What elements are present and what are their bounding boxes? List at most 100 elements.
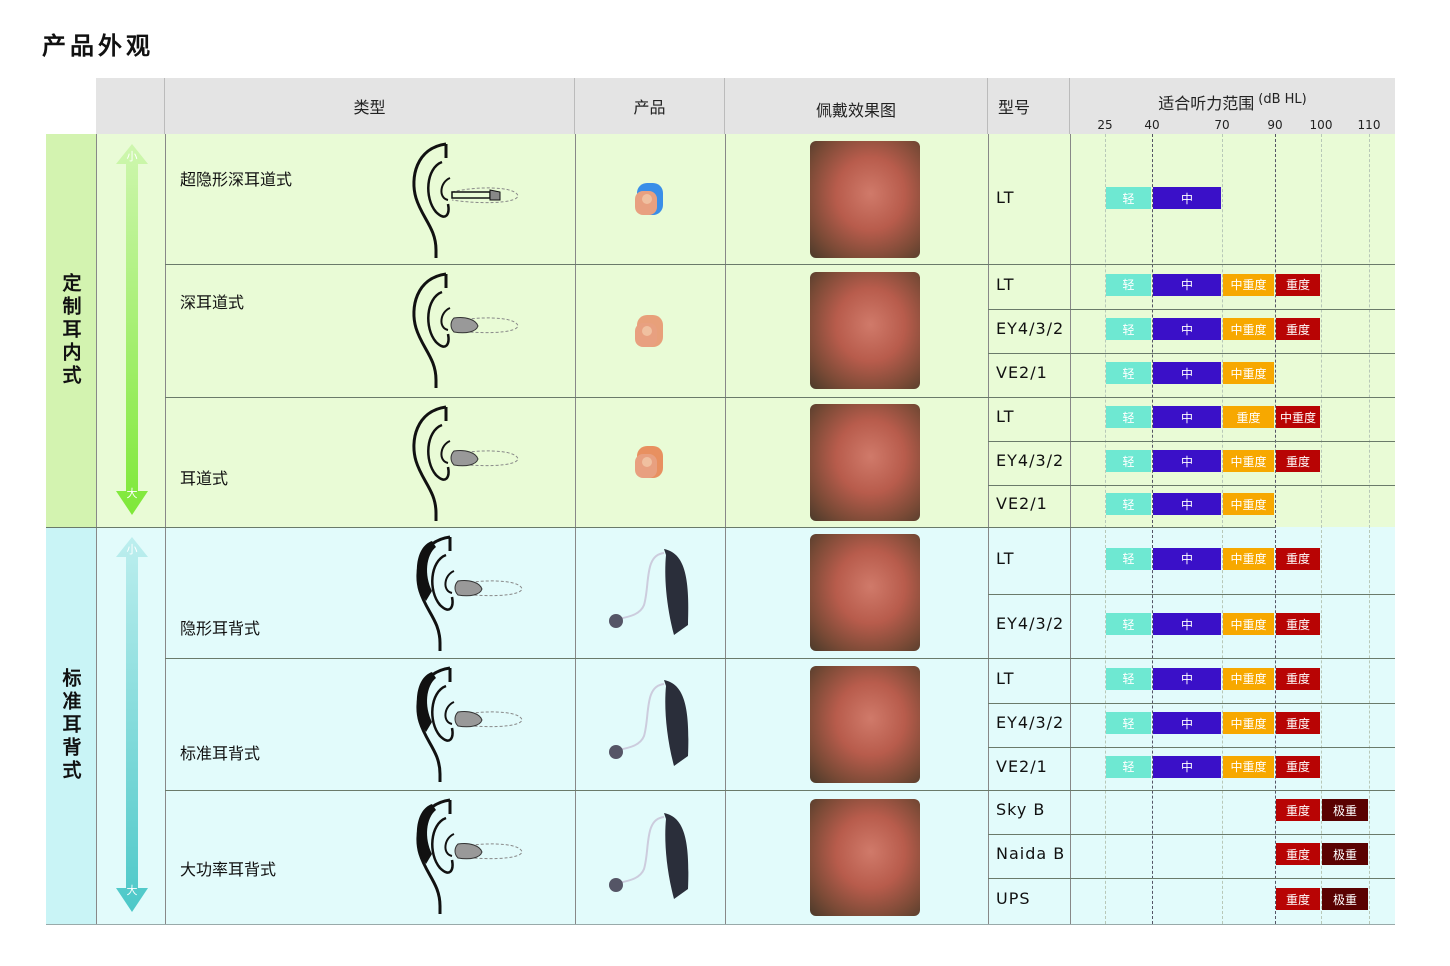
hearing-range-bar-light: 轻 (1106, 187, 1151, 209)
page-title: 产品外观 (42, 32, 154, 60)
row-divider (165, 790, 1395, 791)
hearing-range-bar-mid: 中 (1153, 493, 1221, 515)
hearing-range-bar-mid: 中 (1153, 667, 1221, 690)
product-table: 类型 产品 佩戴效果图 型号 适合听力范围 (dB HL) 25 40 70 90 10… (46, 78, 1395, 925)
ear-diagram-icon (412, 142, 519, 258)
axis-ticks: 25 40 70 90 100 110 (1070, 78, 1395, 134)
group-label: 定制耳内式 (46, 134, 96, 527)
hearing-range-bar-light: 轻 (1106, 450, 1151, 472)
hearing-range-bar-mid: 中 (1153, 712, 1221, 734)
gridline (1222, 134, 1223, 924)
hearing-range-bar-light: 轻 (1106, 318, 1151, 340)
hearing-aid-product-image (609, 680, 689, 766)
hearing-range-bar-sev: 重度 (1276, 450, 1320, 472)
gridline (1369, 134, 1370, 924)
model-name: LT (996, 188, 1015, 207)
wearing-effect-photo (810, 665, 920, 783)
column-divider (96, 134, 97, 924)
header-model: 型号 (988, 78, 1070, 134)
hearing-range-bar-light: 轻 (1106, 712, 1151, 734)
model-divider (988, 703, 1395, 704)
hearing-range-bar-light: 轻 (1106, 613, 1151, 635)
hearing-range-bar-midsev: 中重度 (1223, 667, 1274, 690)
hearing-range-bar-light: 轻 (1106, 273, 1151, 296)
axis-tick-label: 70 (1214, 118, 1230, 132)
hearing-aid-product-image (609, 813, 689, 899)
hearing-range-bar-ext: 极重 (1322, 888, 1368, 910)
arrow-label-small: 小 (126, 150, 138, 163)
model-divider (988, 485, 1395, 486)
model-name: EY4/3/2 (996, 614, 1065, 633)
type-label: 隐形耳背式 (180, 619, 261, 638)
axis-tick-label: 90 (1267, 118, 1283, 132)
hearing-aid-product-image (609, 548, 689, 635)
hearing-range-bar-ext: 极重 (1322, 843, 1368, 865)
gridline (1321, 134, 1322, 924)
wearing-effect-photo (810, 798, 920, 916)
hearing-range-bar-mid: 中 (1153, 406, 1221, 428)
range-title: 适合听力范围 (1158, 94, 1255, 113)
hearing-range-bar-light: 轻 (1106, 493, 1151, 515)
gridline (1275, 134, 1276, 924)
hearing-range-bar-midsev: 中重度 (1223, 712, 1274, 734)
model-name: VE2/1 (996, 363, 1048, 382)
gridline (1105, 134, 1106, 924)
hearing-range-bar-mid: 中 (1153, 613, 1221, 635)
type-label: 标准耳背式 (180, 744, 261, 763)
axis-tick-label: 40 (1144, 118, 1160, 132)
hearing-range-bar-mid: 中 (1153, 187, 1221, 209)
size-arrow-icon (116, 537, 148, 912)
hearing-range-bar-midsev: 中重度 (1223, 755, 1274, 778)
row-divider (165, 658, 1395, 659)
hearing-range-bar-mid: 中 (1153, 318, 1221, 340)
hearing-range-bar-light: 轻 (1106, 406, 1151, 428)
wearing-effect-photo (810, 140, 920, 258)
hearing-range-bar-mid: 中 (1153, 755, 1221, 778)
hearing-range-bar-sev: 重度 (1276, 613, 1320, 635)
model-name: VE2/1 (996, 494, 1048, 513)
hearing-range-bar-ext: 极重 (1322, 799, 1368, 821)
ear-diagram-icon (416, 535, 523, 651)
hearing-range-bar-sev: 中重度 (1276, 406, 1320, 428)
wearing-effect-photo (810, 403, 920, 521)
hearing-range-bar-mid: 中 (1153, 273, 1221, 296)
model-divider (988, 834, 1395, 835)
hearing-range-bar-sev: 重度 (1276, 273, 1320, 296)
hearing-range-bar-midsev: 中重度 (1223, 547, 1274, 570)
hearing-range-bar-light: 轻 (1106, 547, 1151, 570)
column-divider (725, 134, 726, 924)
axis-tick-label: 25 (1097, 118, 1113, 132)
model-divider (988, 309, 1395, 310)
model-name: Sky B (996, 800, 1046, 819)
hearing-range-bar-midsev: 中重度 (1223, 362, 1274, 384)
hearing-range-bar-mid: 中 (1153, 450, 1221, 472)
row-divider (46, 527, 1276, 528)
wearing-effect-photo (810, 272, 920, 389)
column-divider (165, 134, 166, 924)
hearing-range-bar-sev: 重度 (1276, 547, 1320, 570)
hearing-range-bar-midsev: 中重度 (1223, 613, 1274, 635)
column-divider (1070, 134, 1071, 924)
hearing-range-bar-sev: 重度 (1276, 888, 1320, 910)
hearing-range-bar-light: 轻 (1106, 362, 1151, 384)
arrow-label-large: 大 (126, 884, 138, 897)
model-name: EY4/3/2 (996, 451, 1065, 470)
table-body: 定制耳内式小大标准耳背式小大超隐形深耳道式 LT 轻中深耳道式 LT 轻中中重度 重度 EY… (46, 134, 1395, 925)
hearing-aid-product-image (635, 314, 663, 347)
header-arrow (96, 78, 165, 134)
model-name: LT (996, 548, 1015, 568)
model-divider (988, 353, 1395, 354)
row-divider (165, 397, 1395, 398)
gridline (1152, 134, 1153, 924)
hearing-aid-product-image (635, 183, 663, 215)
hearing-range-bar-midsev: 中重度 (1223, 450, 1274, 472)
arrow-label-large: 大 (126, 487, 138, 500)
axis-tick-label: 100 (1309, 118, 1333, 132)
hearing-range-bar-light: 轻 (1106, 755, 1151, 778)
hearing-range-bar-sev: 重度 (1276, 712, 1320, 734)
hearing-range-bar-sev: 重度 (1276, 318, 1320, 340)
hearing-range-bar-midsev: 中重度 (1223, 273, 1274, 296)
model-name: VE2/1 (996, 756, 1048, 776)
model-name: Naida B (996, 844, 1066, 863)
hearing-range-bar-mid: 中 (1153, 362, 1221, 384)
